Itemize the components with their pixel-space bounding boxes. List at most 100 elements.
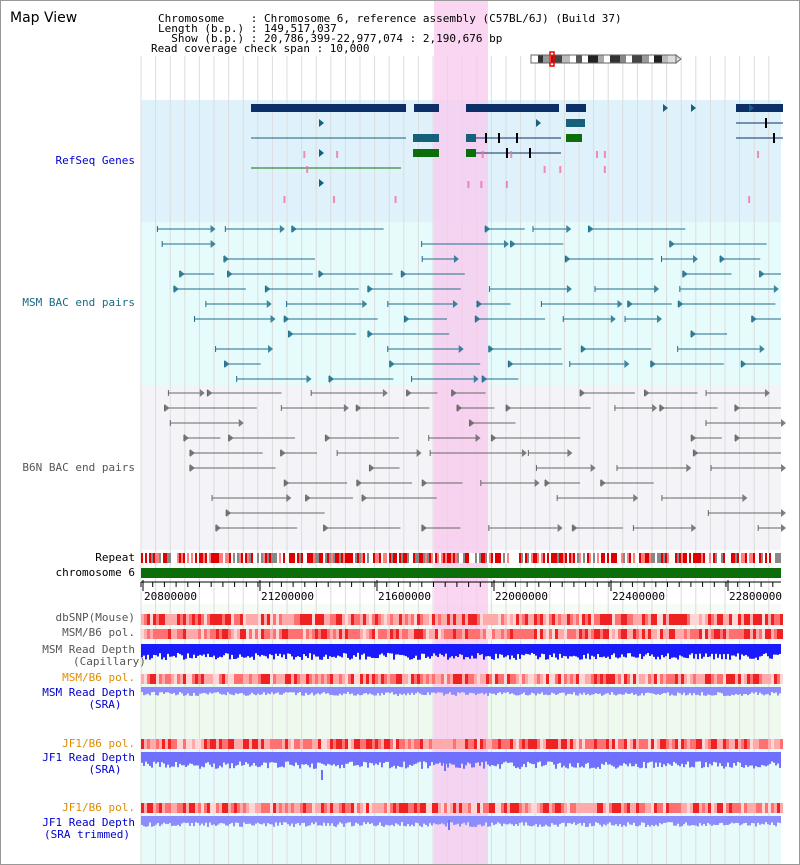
jf1-sra-depth-bar [617, 752, 619, 768]
track-label-msm-depth-sra[interactable]: MSM Read Depth [42, 686, 135, 699]
repeat-segment [665, 553, 667, 563]
repeat-segment [595, 553, 597, 563]
msm-pol-sra-cell [540, 674, 543, 684]
jf1-pol-cell [453, 739, 456, 749]
jf1-trim-depth-bar [427, 816, 429, 827]
msm-sra-depth-bar [713, 687, 715, 696]
jf1-pol-cell [552, 739, 555, 749]
msm-sra-depth-bar [271, 687, 273, 693]
jf1-pol-trim-cell [306, 803, 309, 813]
msm-capillary-depth-bar [441, 644, 443, 655]
jf1-sra-depth-bar [361, 752, 363, 767]
jf1-pol-trim-cell [267, 803, 270, 813]
msm-pol-sra-cell [405, 674, 408, 684]
msm-pol-sra-cell [726, 674, 729, 684]
msm-sra-depth-bar [207, 687, 209, 695]
msm-sra-depth-bar [595, 687, 597, 694]
jf1-trim-depth-bar [511, 816, 513, 825]
repeat-segment [735, 553, 737, 563]
msm-pol-sra-cell [639, 674, 642, 684]
msm-sra-depth-bar [563, 687, 565, 693]
jf1-trim-depth-bar [283, 816, 285, 823]
msm-capillary-depth-bar [443, 644, 445, 657]
track-label-jf1-depth-trimmed[interactable]: JF1 Read Depth [42, 816, 135, 829]
repeat-segment [215, 553, 217, 563]
msm-pol-cell [549, 629, 552, 639]
track-label-dbsnp[interactable]: dbSNP(Mouse) [55, 611, 135, 624]
dbsnp-cell [372, 614, 375, 625]
track-label-msm-b6-pol-1[interactable]: MSM/B6 pol. [62, 626, 135, 639]
msm-capillary-depth-bar [475, 644, 477, 659]
msm-bac-pair-arrow [288, 330, 294, 338]
b6n-bac-pair-arrow [369, 464, 375, 472]
jf1-sra-depth-bar [359, 752, 361, 767]
track-label-repeat[interactable]: Repeat [95, 551, 135, 564]
repeat-segment [463, 553, 465, 563]
jf1-trim-depth-bar [597, 816, 599, 824]
jf1-pol-trim-cell [213, 803, 216, 813]
msm-pol-sra-cell [351, 674, 354, 684]
jf1-sra-depth-bar [773, 752, 775, 763]
jf1-trim-depth-bar [619, 816, 621, 825]
msm-pol-cell [630, 629, 633, 639]
jf1-pol-cell [741, 739, 744, 749]
dbsnp-cell [153, 614, 156, 625]
dbsnp-cell [267, 614, 270, 625]
repeat-segment [303, 553, 305, 563]
ideogram-band [620, 55, 626, 63]
msm-capillary-depth-bar [319, 644, 321, 660]
msm-sra-depth-bar [575, 687, 577, 696]
axis-tick-label: 21600000 [378, 590, 431, 603]
msm-pol-cell [732, 629, 735, 639]
msm-capillary-depth-bar [689, 644, 691, 655]
msm-pol-sra-cell [327, 674, 330, 684]
track-label-jf1-b6-pol-2[interactable]: JF1/B6 pol. [62, 801, 135, 814]
msm-pol-cell [354, 629, 357, 639]
msm-sra-depth-bar [283, 687, 285, 694]
dbsnp-cell [690, 614, 693, 625]
track-label-msm-b6-pol-2[interactable]: MSM/B6 pol. [62, 671, 135, 684]
jf1-pol-trim-cell [723, 803, 726, 813]
msm-sra-depth-bar [201, 687, 203, 694]
dbsnp-cell [549, 614, 552, 625]
msm-sra-depth-bar [219, 687, 221, 694]
jf1-pol-cell [567, 739, 570, 749]
msm-sra-depth-bar [155, 687, 157, 696]
msm-pol-cell [537, 629, 540, 639]
jf1-trim-depth-bar [373, 816, 375, 826]
repeat-segment [415, 553, 417, 563]
track-label-jf1-b6-pol-1[interactable]: JF1/B6 pol. [62, 737, 135, 750]
track-label-jf1-depth-sra[interactable]: JF1 Read Depth [42, 751, 135, 764]
msm-sra-depth-bar [529, 687, 531, 695]
msm-capillary-depth-bar [771, 644, 773, 659]
msm-pol-cell [291, 629, 294, 639]
dbsnp-cell [354, 614, 357, 625]
jf1-sra-depth-bar [269, 752, 271, 763]
jf1-sra-depth-bar [749, 752, 751, 766]
ideogram-band [582, 55, 588, 63]
jf1-trim-depth-bar [301, 816, 303, 824]
dbsnp-cell [294, 614, 297, 625]
msm-capillary-depth-bar [399, 644, 401, 655]
track-label-b6n-bac-end-pairs[interactable]: B6N BAC end pairs [22, 461, 135, 474]
jf1-pol-trim-cell [348, 803, 351, 813]
repeat-segment [573, 553, 575, 563]
jf1-pol-cell [546, 739, 549, 749]
msm-capillary-depth-bar [761, 644, 763, 656]
msm-sra-depth-bar [661, 687, 663, 694]
track-label-msm-depth-capillary[interactable]: MSM Read Depth [42, 643, 135, 656]
msm-sra-depth-bar [247, 687, 249, 696]
msm-pol-cell [507, 629, 510, 639]
jf1-pol-cell [363, 739, 366, 749]
track-label-chromosome[interactable]: chromosome 6 [55, 566, 135, 579]
repeat-segment [261, 553, 263, 563]
repeat-segment [291, 553, 293, 563]
msm-sra-depth-bar [645, 687, 647, 693]
jf1-pol-trim-cell [756, 803, 759, 813]
msm-capillary-depth-bar [421, 644, 423, 654]
msm-pol-sra-cell [456, 674, 459, 684]
msm-bac-pair-arrow [367, 285, 373, 293]
track-label-msm-bac-end-pairs[interactable]: MSM BAC end pairs [22, 296, 135, 309]
track-label-refseq-genes[interactable]: RefSeq Genes [55, 154, 135, 167]
